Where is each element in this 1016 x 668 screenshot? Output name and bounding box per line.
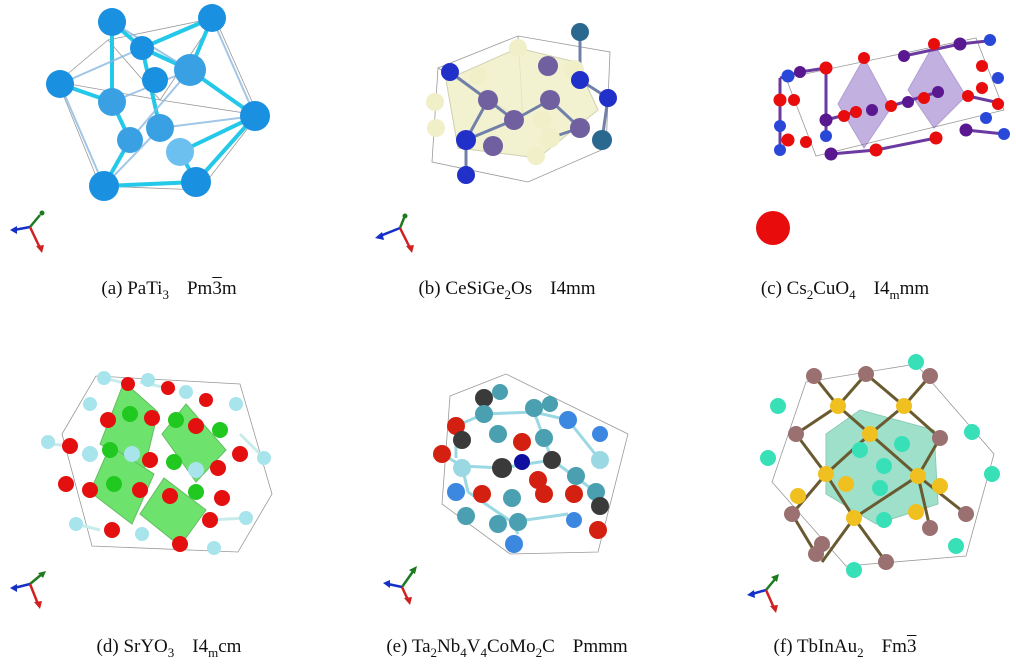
atoms: [426, 23, 617, 184]
structure-cs2cuo4: [756, 34, 1010, 245]
atoms: [433, 384, 609, 553]
caption-c: (c) Cs2CuO4 I4mmm: [760, 278, 930, 302]
legend-atom: [756, 211, 790, 245]
axis-triad: [10, 210, 45, 253]
caption-e: (e) Ta2Nb4V4CoMo2C Pmmm: [386, 636, 628, 660]
unit-cell-box: [61, 375, 273, 553]
atoms: [773, 34, 1010, 161]
panel-e: (e) Ta2Nb4V4CoMo2C Pmmm: [338, 334, 676, 668]
unit-cell-box: [441, 373, 629, 555]
structure-sryo3: [10, 371, 273, 609]
axis-triad: [10, 571, 46, 609]
panel-f: (f) TbInAu2 Fm3: [676, 334, 1014, 668]
panel-a: (a) PaTi3 Pm3m: [0, 0, 338, 334]
structure-cesige2os: [375, 23, 617, 253]
panel-d: (d) SrYO3 I4mcm: [0, 334, 338, 668]
axis-triad: [747, 574, 779, 613]
caption-d: (d) SrYO3 I4mcm: [96, 636, 242, 660]
structure-ta2nb4v4como2c: [383, 373, 629, 605]
caption-a: (a) PaTi3 Pm3m: [101, 278, 237, 302]
atoms: [46, 4, 270, 201]
structure-pati3: [10, 4, 270, 253]
caption-f: (f) TbInAu2 Fm3: [773, 636, 917, 660]
structure-tbinau2: [747, 354, 1000, 613]
unit-cell-box: [785, 37, 1005, 157]
caption-b: (b) CeSiGe2Os I4mm: [418, 278, 596, 302]
unit-cell-box: [57, 17, 259, 191]
atoms: [41, 371, 271, 555]
polyhedra: [837, 43, 967, 149]
axis-triad: [383, 566, 417, 605]
panel-b: (b) CeSiGe2Os I4mm: [338, 0, 676, 334]
atoms: [760, 354, 1000, 578]
panel-c: (c) Cs2CuO4 I4mmm: [676, 0, 1014, 334]
axis-triad: [375, 213, 414, 253]
